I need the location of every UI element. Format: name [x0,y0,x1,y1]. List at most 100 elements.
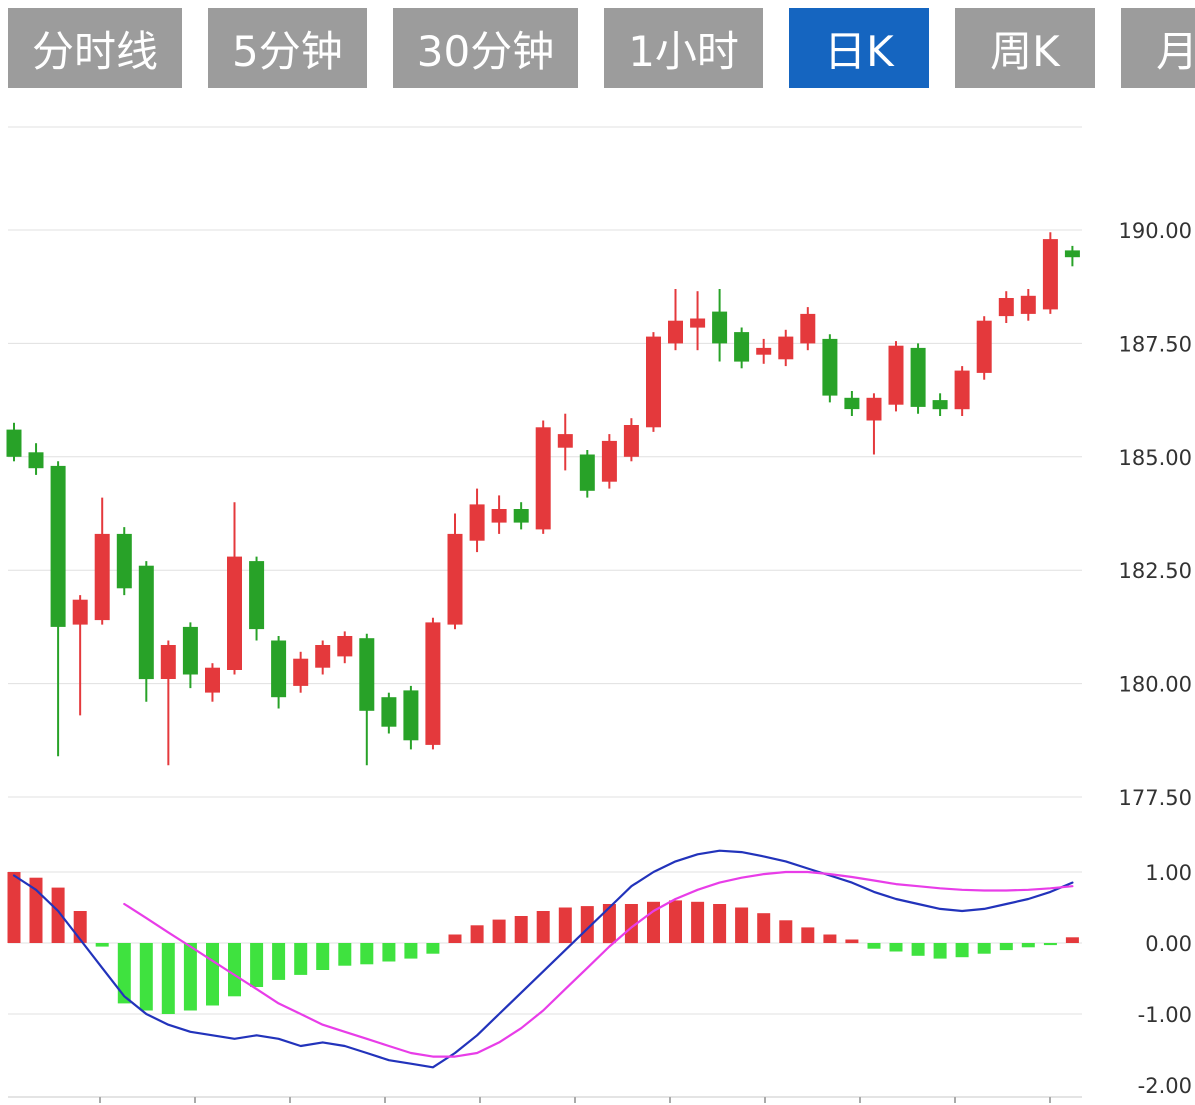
candle-body [976,320,992,373]
candle-body [513,509,529,523]
candle-body [557,434,573,448]
tab-30min[interactable]: 30分钟 [392,8,579,88]
candle-body [646,336,661,428]
macd-hist-bar [272,943,286,980]
tab-daily-k[interactable]: 日K [788,8,929,88]
macd-hist-bar [514,916,528,943]
candle-body [601,440,617,482]
candle-body [932,400,948,410]
macd-hist-bar [845,939,859,944]
macd-axis-label: -2.00 [1138,1074,1192,1098]
macd-histogram [7,872,1079,1014]
candle-body [315,645,331,668]
tab-weekly-k[interactable]: 周K [954,8,1095,88]
candle-body [138,565,154,680]
tab-monthly-k[interactable]: 月K [1120,8,1195,88]
candle-body [469,504,485,541]
macd-hist-bar [691,901,705,943]
macd-hist-bar [360,943,374,965]
candle-body [712,311,728,344]
candle-body [1042,239,1058,310]
macd-hist-bar [470,925,484,944]
gridlines [8,126,1082,1103]
candle-body [954,370,970,410]
macd-hist-bar [624,904,638,944]
candle-body [844,397,860,410]
macd-hist-bar [779,920,793,943]
candle-body [866,397,882,421]
macd-hist-bar [867,943,881,949]
macd-hist-bar [801,927,815,943]
candle-body [359,638,375,711]
macd-hist-bar [669,900,682,943]
macd-hist-bar [1065,937,1079,943]
tab-timeshare-line[interactable]: 分时线 [8,8,183,88]
macd-hist-bar [448,934,462,943]
macd-hist-bar [492,919,506,943]
candle-body [271,640,287,698]
macd-hist-bar [183,943,197,1011]
candle-body [28,452,44,469]
candle-body [623,425,639,457]
candle-body [690,318,706,328]
candle-body [381,697,397,727]
macd-hist-bar [161,943,175,1014]
macd-hist-bar [977,943,991,954]
candle-body [491,509,507,523]
macd-hist-bar [999,943,1013,951]
candle-body [116,533,132,589]
candle-body [910,347,926,407]
macd-hist-bar [404,943,418,959]
macd-hist-bar [206,943,219,1006]
tab-1hour[interactable]: 1小时 [604,8,763,88]
macd-hist-bar [250,943,264,987]
candle-body [447,533,463,625]
candle-body [1064,250,1080,258]
macd-hist-bar [536,911,550,943]
candle-body [734,332,750,362]
dea-line [123,870,1074,1058]
candle-body [425,622,441,745]
macd-hist-bar [911,943,925,956]
candle-body [579,454,595,491]
price-axis-label: 185.00 [1119,446,1192,470]
macd-hist-bar [823,934,837,943]
candle-body [94,533,110,621]
macd-hist-bar [735,907,749,943]
candle-body [249,561,265,630]
candle-body [182,626,198,675]
candle-body [403,690,419,741]
candle-body [337,636,353,657]
macd-hist-bar [1021,943,1035,948]
macd-axis-label: 0.00 [1145,932,1192,956]
period-tabbar: 分时线 5分钟 30分钟 1小时 日K 周K 月K [8,8,1195,88]
candlestick-series [6,232,1080,766]
tab-5min[interactable]: 5分钟 [208,8,367,88]
macd-hist-bar [558,907,572,943]
candle-body [756,347,772,355]
macd-hist-bar [713,904,727,944]
macd-hist-bar [338,943,352,966]
macd-hist-bar [580,906,594,943]
candle-body [205,667,220,693]
candle-body [800,313,816,344]
candle-body [227,556,242,670]
macd-hist-bar [51,887,65,943]
macd-axis-label: 1.00 [1145,861,1192,885]
macd-hist-bar [382,943,396,962]
candle-body [535,427,551,530]
macd-hist-bar [757,913,771,943]
price-axis-label: 187.50 [1119,332,1192,356]
macd-hist-bar [294,943,308,975]
candle-body [888,345,904,405]
candle-body [998,298,1014,317]
macd-hist-bar [955,943,969,958]
macd-hist-bar [228,943,241,997]
macd-hist-bar [117,943,131,1004]
macd-hist-bar [602,904,616,944]
macd-hist-bar [95,943,109,947]
candle-body [822,338,838,396]
candle-body [293,658,309,686]
macd-hist-bar [889,943,903,952]
